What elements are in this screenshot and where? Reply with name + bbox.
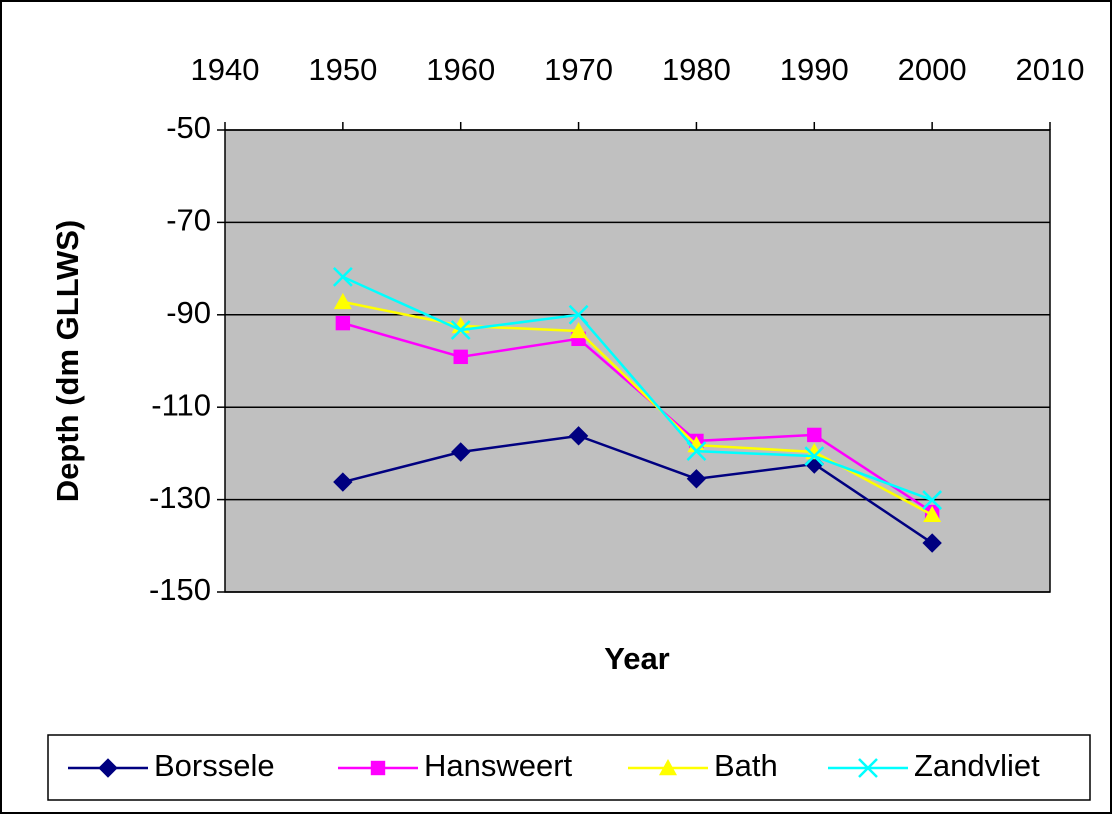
y-tick-label: -70 xyxy=(166,203,211,238)
x-tick-label: 1940 xyxy=(191,52,260,87)
marker xyxy=(807,427,822,443)
y-tick-label: -110 xyxy=(151,387,211,422)
x-axis-title: Year xyxy=(604,641,670,676)
legend-label: Bath xyxy=(714,748,778,783)
x-tick-label: 2010 xyxy=(1016,52,1085,87)
legend-label: Borssele xyxy=(154,748,275,783)
y-tick-label: -90 xyxy=(166,295,211,330)
marker xyxy=(453,349,468,365)
x-tick-label: 1990 xyxy=(780,52,849,87)
y-tick-label: -150 xyxy=(149,572,211,607)
plot-area xyxy=(224,129,1051,593)
marker xyxy=(922,490,943,510)
marker xyxy=(922,533,942,553)
marker xyxy=(686,469,707,489)
x-tick-label: 1970 xyxy=(544,52,613,87)
marker xyxy=(98,758,118,778)
marker xyxy=(804,446,825,467)
y-axis-title: Depth (dm GLLWS) xyxy=(50,220,85,502)
y-tick-label: -50 xyxy=(166,110,211,145)
marker xyxy=(568,304,589,325)
series-line xyxy=(342,321,933,514)
y-tick-label: -130 xyxy=(149,480,211,515)
marker xyxy=(569,321,588,339)
marker xyxy=(335,315,351,331)
x-tick-label: 1980 xyxy=(662,52,731,87)
x-tick-label: 1960 xyxy=(426,52,495,87)
marker xyxy=(332,267,353,287)
series-line xyxy=(342,275,933,502)
legend-label: Zandvliet xyxy=(914,748,1040,783)
marker xyxy=(686,441,707,461)
legend-label: Hansweert xyxy=(424,748,573,783)
x-tick-label: 2000 xyxy=(898,52,967,87)
x-tick-label: 1950 xyxy=(308,52,377,87)
legend-box xyxy=(47,734,1091,801)
marker xyxy=(568,426,589,446)
marker xyxy=(333,292,352,310)
marker xyxy=(370,760,386,776)
marker xyxy=(858,758,878,778)
series-line xyxy=(342,434,933,545)
marker xyxy=(450,320,471,340)
marker xyxy=(923,505,942,523)
marker xyxy=(451,442,471,462)
marker xyxy=(659,759,677,776)
marker xyxy=(333,472,353,492)
